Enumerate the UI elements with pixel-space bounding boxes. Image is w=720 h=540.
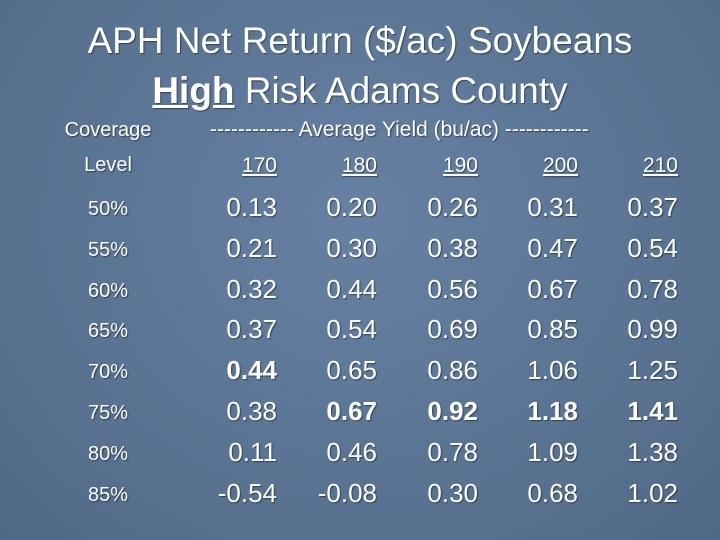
cell: 0.11 [228,436,277,467]
title-line1: APH Net Return ($/ac) Soybeans [87,20,633,61]
cell: 0.86 [427,355,478,386]
cell: -0.08 [317,477,377,508]
title-emphasis: High [152,70,235,111]
cell: 0.65 [326,355,377,386]
header-group: ------------ Average Yield (bu/ac) -----… [210,118,589,141]
row-level: 65% [87,320,129,343]
header-level: Level [84,154,132,176]
column-header: 200 [542,154,578,177]
cell: 0.56 [427,273,478,304]
row-level: 55% [87,238,129,261]
cell: 0.44 [226,355,277,386]
row-level: 60% [87,279,129,302]
cell: 0.32 [226,273,277,304]
cell: 0.20 [326,192,377,222]
column-header: 210 [642,154,678,177]
cell: 0.85 [527,314,578,345]
cell: 0.46 [326,436,377,467]
cell: 1.38 [627,436,678,467]
row-level: 80% [87,442,129,465]
row-level: 75% [87,402,129,424]
cell: 0.78 [627,273,678,304]
cell: 0.99 [627,314,678,345]
cell: 0.67 [326,396,377,426]
cell: 0.54 [326,314,377,345]
column-header: 180 [341,154,377,177]
cell: 0.68 [527,477,578,508]
cell: 0.92 [427,396,478,426]
title-rest: Risk Adams County [244,70,568,111]
cell: -0.54 [217,477,277,508]
column-header: 190 [442,154,478,177]
cell: 1.41 [627,396,678,426]
cell: 1.02 [627,477,678,508]
cell: 0.37 [627,192,678,222]
cell: 0.44 [326,273,377,304]
cell: 0.13 [226,192,277,222]
cell: 0.30 [427,477,478,508]
cell: 0.30 [326,232,377,263]
cell: 0.38 [226,396,277,426]
cell: 1.25 [627,355,678,386]
row-level: 85% [87,483,129,506]
row-level: 50% [87,198,129,220]
header-coverage: Coverage [64,119,152,141]
cell: 0.26 [427,192,478,222]
cell: 0.37 [226,314,277,345]
cell: 0.67 [527,273,578,304]
cell: 0.78 [427,436,478,467]
cell: 1.18 [527,396,578,426]
title-line2: High Risk Adams County [0,70,720,112]
cell: 0.54 [627,232,678,263]
cell: 1.09 [527,436,578,467]
cell: 0.21 [226,232,277,263]
cell: 0.47 [527,232,578,263]
cell: 0.38 [427,232,478,263]
row-level: 70% [87,361,129,384]
cell: 1.06 [527,355,578,386]
column-header: 170 [241,154,277,177]
cell: 0.31 [527,192,578,222]
cell: 0.69 [427,314,478,345]
